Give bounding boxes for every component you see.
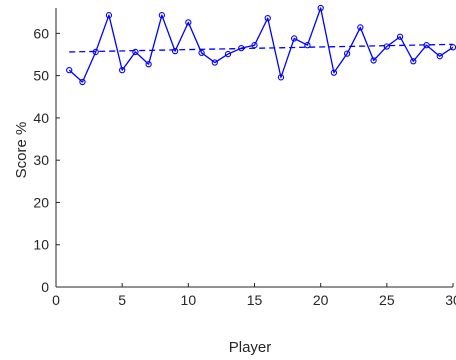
data-point-marker (224, 50, 232, 58)
trend-line (69, 43, 454, 53)
y-tick-label: 10 (33, 237, 49, 253)
data-point-marker (304, 42, 311, 49)
data-point-marker (357, 24, 364, 31)
data-point-marker (92, 48, 99, 56)
data-point-marker (66, 66, 73, 74)
x-tick-label: 5 (118, 292, 126, 308)
x-tick-label: 15 (247, 292, 263, 308)
series-layer (66, 4, 456, 86)
data-point-marker (158, 12, 166, 19)
data-point-marker (396, 33, 404, 40)
x-tick-label: 20 (313, 292, 329, 308)
data-point-marker (119, 66, 126, 74)
data-point-marker (145, 61, 152, 68)
data-point-marker (436, 53, 443, 60)
data-point-marker (251, 42, 258, 49)
x-tick-label: 10 (181, 292, 197, 308)
y-tick-label: 30 (33, 152, 49, 168)
x-tick-label: 25 (379, 292, 395, 308)
y-tick-label: 50 (33, 68, 49, 84)
x-axis-label: Player (229, 339, 272, 356)
y-axis-label: Score % (13, 122, 30, 179)
x-tick-label: 0 (52, 292, 60, 308)
y-tick-label: 0 (41, 279, 49, 295)
data-point-marker (423, 42, 430, 49)
data-point-marker (132, 48, 139, 56)
data-point-marker (343, 50, 351, 57)
data-point-marker (198, 49, 205, 56)
data-point-marker (383, 43, 390, 50)
data-point-marker (370, 57, 377, 64)
y-tick-label: 60 (33, 25, 49, 41)
trend-line-layer (69, 43, 454, 53)
data-point-marker (171, 47, 179, 55)
data-point-marker (330, 69, 338, 76)
data-point-marker (264, 14, 271, 22)
data-point-marker (317, 4, 324, 12)
data-point-marker (277, 74, 285, 81)
y-tick-label: 40 (33, 110, 49, 126)
data-point-marker (211, 59, 218, 66)
data-point-marker (79, 78, 86, 86)
y-tick-label: 20 (33, 194, 49, 210)
axes: 0 5 10 15 20 25 30 0 10 20 30 40 50 60 (33, 8, 456, 308)
data-point-marker (291, 35, 298, 42)
data-point-marker (410, 58, 417, 65)
data-point-marker (238, 45, 245, 52)
score-series-line (68, 7, 454, 83)
data-point-marker (185, 19, 192, 26)
x-tick-label: 30 (445, 292, 456, 308)
data-point-marker (105, 12, 113, 19)
